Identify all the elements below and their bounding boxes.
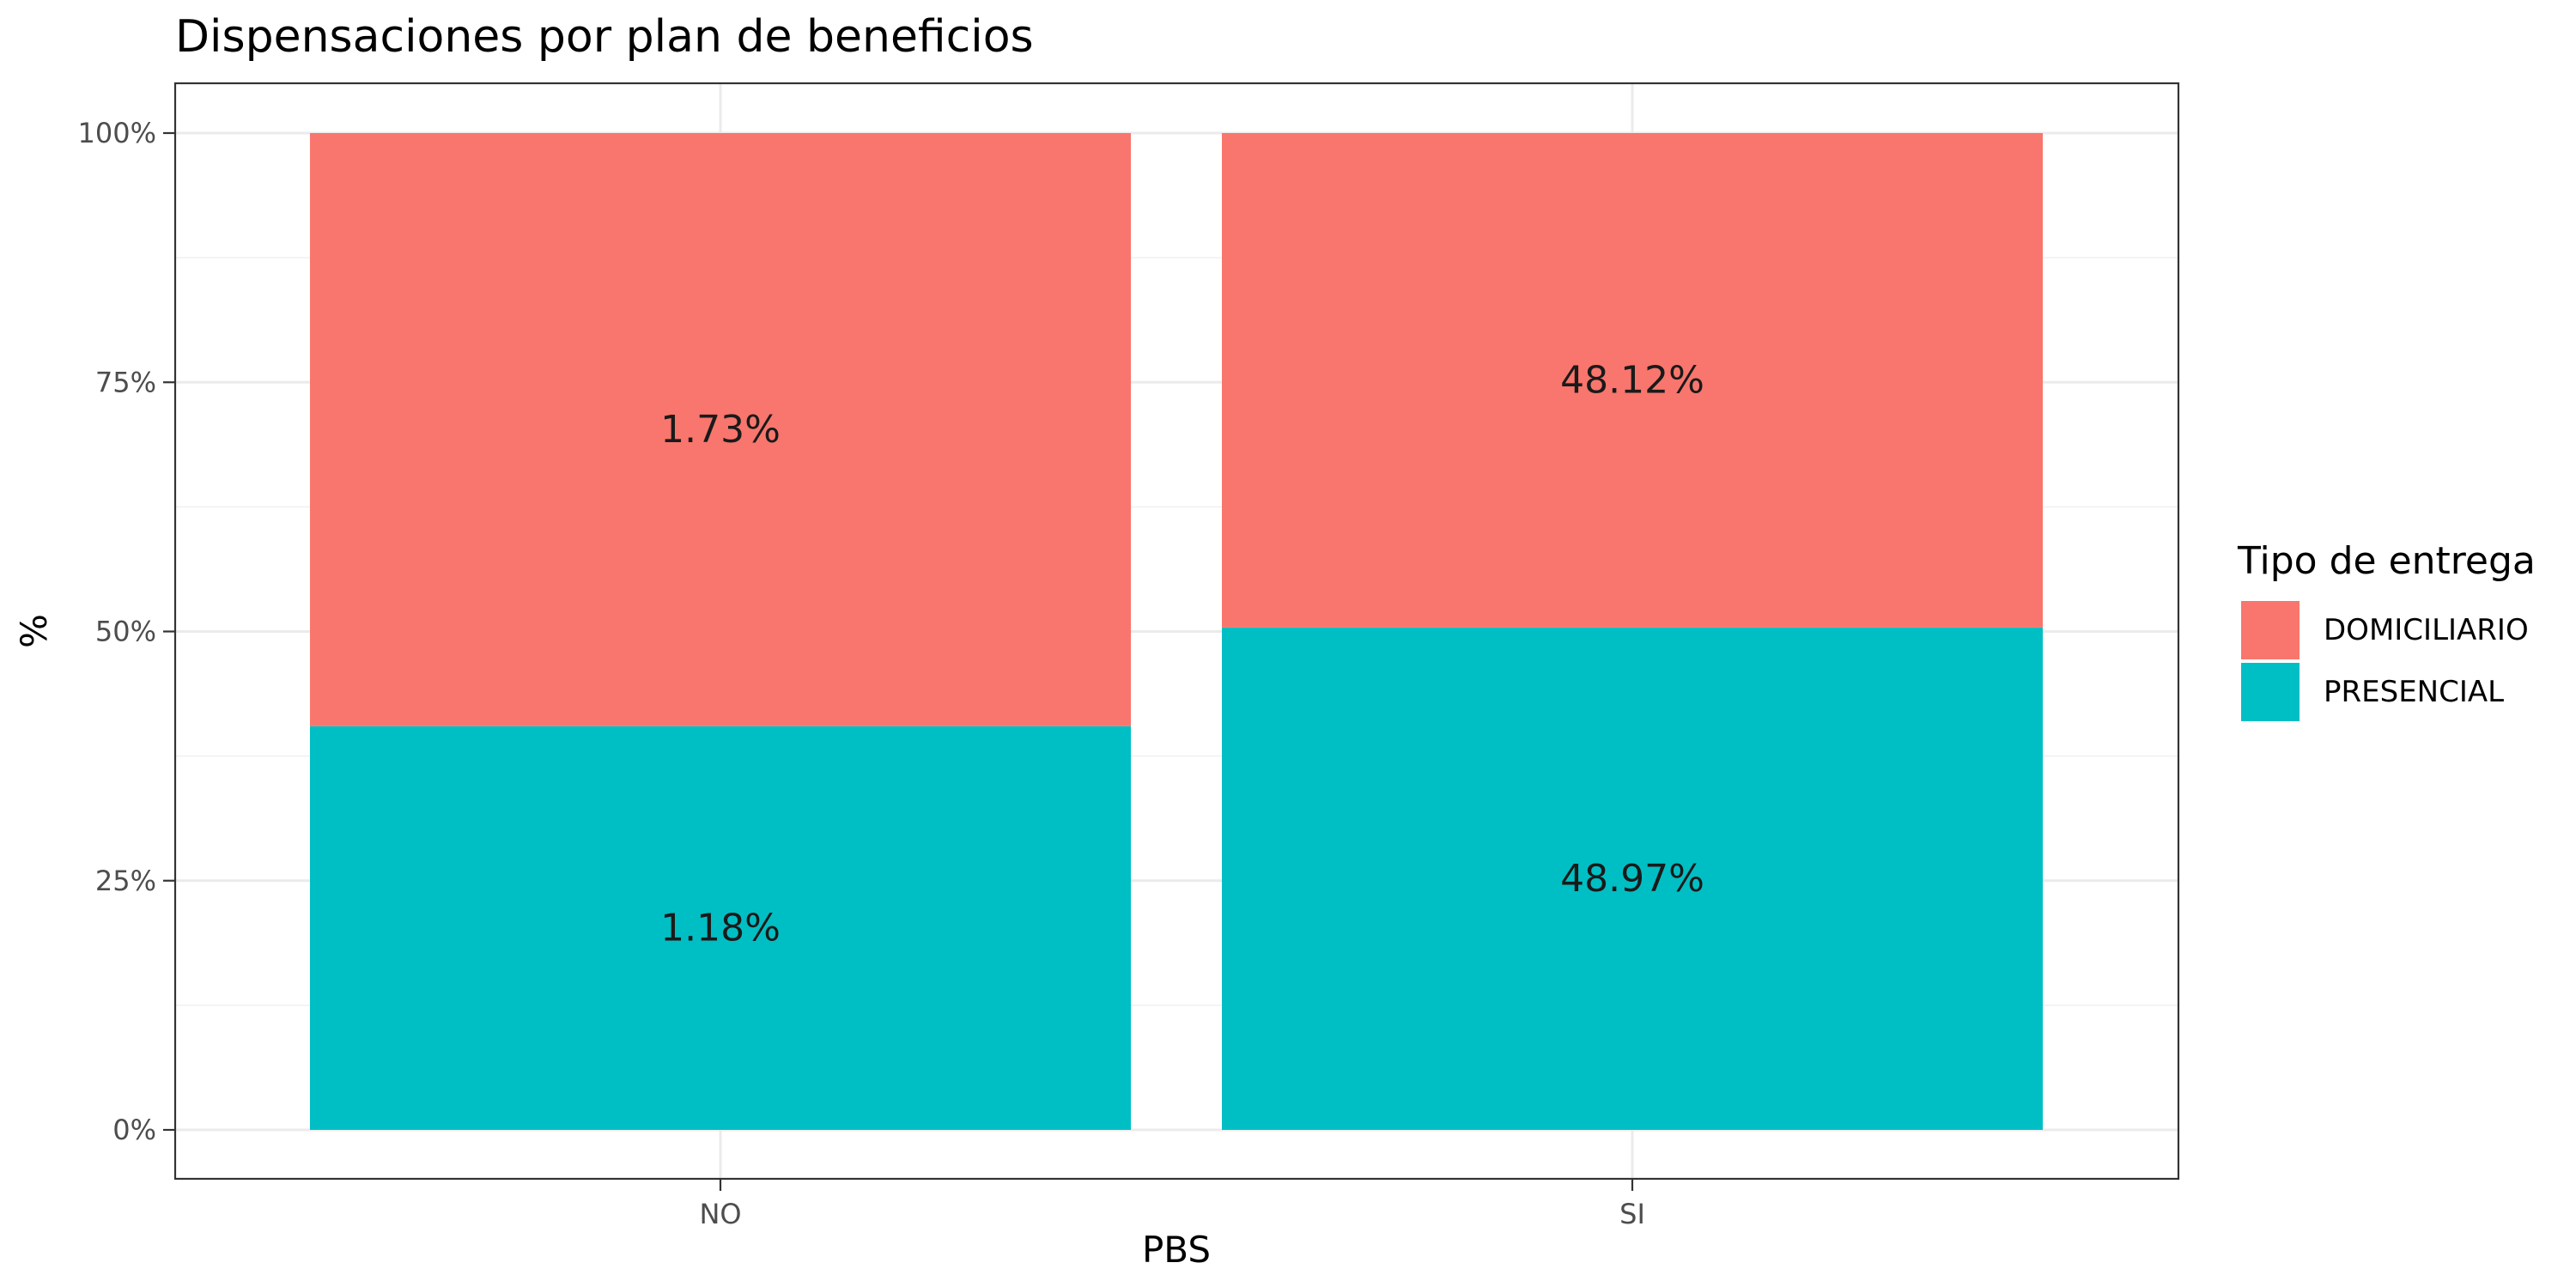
legend: Tipo de entrega DOMICILIARIO PRESENCIAL [2237,539,2536,721]
bar-segment-domiciliario-no [310,133,1131,726]
segment-label: 48.97% [1560,857,1704,901]
legend-key-presencial [2241,663,2300,721]
chart-title: Dispensaciones por plan de beneficios [175,11,1034,63]
y-tick-label: 75% [95,366,156,398]
legend-items: DOMICILIARIO PRESENCIAL [2241,601,2529,721]
legend-label-presencial: PRESENCIAL [2324,675,2504,709]
legend-key-domiciliario [2241,601,2300,659]
x-tick-label: NO [699,1198,741,1230]
bars [310,133,2043,1130]
y-axis-title: % [13,614,55,648]
y-tick-label: 25% [95,865,156,897]
x-axis: NO SI [699,1179,1645,1230]
y-tick-label: 50% [95,616,156,648]
bar-segment-presencial-si [1222,627,2043,1130]
x-axis-title: PBS [1142,1229,1211,1271]
legend-label-domiciliario: DOMICILIARIO [2324,613,2529,647]
segment-label: 1.18% [660,906,781,950]
segment-label: 1.73% [660,408,781,452]
y-tick-label: 100% [78,117,156,149]
segment-label: 48.12% [1560,358,1704,402]
segment-labels: 1.18% 1.73% 48.97% 48.12% [660,358,1704,950]
x-tick-label: SI [1619,1198,1645,1230]
legend-title: Tipo de entrega [2237,539,2536,583]
y-axis: 0% 25% 50% 75% 100% [78,117,175,1146]
bar-segment-presencial-no [310,725,1131,1130]
bar-segment-domiciliario-si [1222,133,2043,628]
y-tick-label: 0% [112,1114,156,1146]
